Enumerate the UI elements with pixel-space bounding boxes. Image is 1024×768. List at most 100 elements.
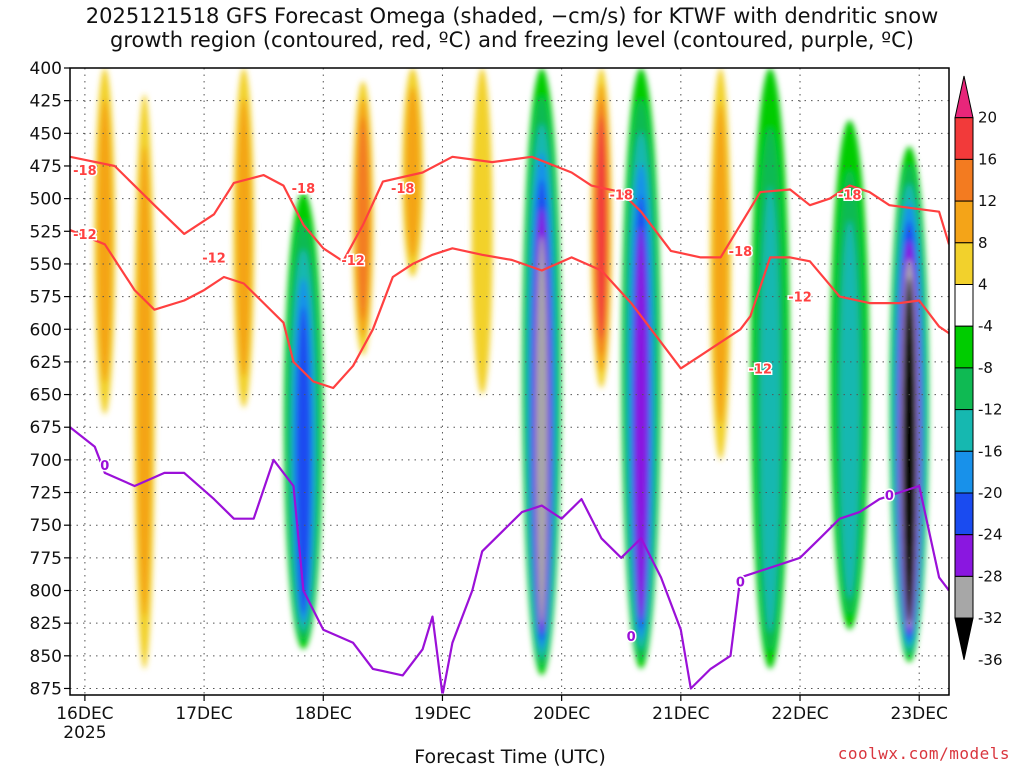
omega-shade xyxy=(97,99,113,384)
contour-label: -18 xyxy=(391,182,415,197)
chart-title-line-2: growth region (contoured, red, ºC) and f… xyxy=(110,28,914,52)
contour-label: -18 xyxy=(292,182,316,197)
y-tick-label: 875 xyxy=(30,679,62,699)
plot-frame xyxy=(69,67,950,696)
contour-freezing_level xyxy=(70,426,949,695)
colorbar-tick-label: -8 xyxy=(978,359,993,377)
contour-label: 0 xyxy=(100,459,109,474)
colorbar-tick-label: -16 xyxy=(978,442,1003,460)
colorbar-tick-label: -24 xyxy=(978,526,1003,544)
contour-label: -18 xyxy=(729,245,753,260)
omega-feature xyxy=(522,68,562,676)
y-tick-label: 450 xyxy=(30,124,62,144)
colorbar-tick-label: 16 xyxy=(978,150,997,168)
contour-label: -12 xyxy=(749,362,773,377)
y-axis: 400 425 450 475 500 525 550 575 600 625 650 675 700 7… xyxy=(30,59,70,699)
omega-shade xyxy=(596,116,607,341)
contour-label: -12 xyxy=(788,291,812,306)
colorbar-tick-label: 8 xyxy=(978,234,988,252)
y-tick-label: 525 xyxy=(30,222,62,242)
colorbar-segment xyxy=(954,450,974,494)
y-tick-label: 700 xyxy=(30,451,62,471)
credit-link[interactable]: coolwx.com/models xyxy=(837,744,1010,763)
contour-label: 0 xyxy=(736,575,745,590)
omega-feature xyxy=(94,68,116,415)
chart-title: 2025121518 GFS Forecast Omega (shaded, −… xyxy=(0,4,1024,52)
colorbar-segment xyxy=(954,575,974,619)
colorbar-segment xyxy=(954,158,974,202)
y-tick-label: 650 xyxy=(30,386,62,406)
omega-shade xyxy=(535,235,548,625)
omega-shade xyxy=(236,98,252,378)
y-tick-label: 625 xyxy=(30,353,62,373)
omega-shade xyxy=(405,86,420,259)
x-tick-label: 18DEC xyxy=(295,704,352,724)
plot-background xyxy=(70,68,949,695)
omega-feature xyxy=(621,68,661,669)
omega-shading-layer xyxy=(94,68,929,676)
omega-shade xyxy=(137,145,152,618)
x-tick-label: 22DEC xyxy=(771,704,828,724)
colorbar-segment xyxy=(954,242,974,286)
colorbar-segment xyxy=(954,200,974,244)
x-axis: 16DEC 17DEC 18DEC 19DEC 20DEC 21DEC 22DEC 23DEC… xyxy=(56,695,948,743)
colorbar-segment xyxy=(954,409,974,452)
y-tick-label: 800 xyxy=(30,582,62,602)
omega-feature xyxy=(352,81,374,356)
colorbar-segment xyxy=(954,325,974,369)
omega-shade xyxy=(296,306,311,615)
y-tick-label: 750 xyxy=(30,516,62,536)
contour-label: -12 xyxy=(202,251,226,266)
y-tick-label: 475 xyxy=(30,157,62,177)
y-tick-label: 825 xyxy=(30,614,62,634)
contour-label: -18 xyxy=(73,164,97,179)
contour-dgz_minus12 xyxy=(70,228,949,390)
colorbar-tick-label: 4 xyxy=(978,276,988,294)
x-tick-label: 23DEC xyxy=(891,704,948,724)
colorbar-tick-label: 20 xyxy=(978,109,997,127)
omega-feature xyxy=(590,68,612,389)
omega-shade xyxy=(634,227,648,621)
x-tick-label: 19DEC xyxy=(414,704,471,724)
x-tick-label: 20DEC xyxy=(533,704,590,724)
omega-shade xyxy=(760,186,781,633)
contour-label: -18 xyxy=(838,189,862,204)
y-tick-label: 550 xyxy=(30,255,62,275)
colorbar-tick-label: -28 xyxy=(978,567,1003,585)
omega-shade xyxy=(904,296,915,617)
y-tick-label: 600 xyxy=(30,320,62,340)
omega-shade xyxy=(471,68,493,395)
colorbar-segment xyxy=(954,617,974,660)
contour-label: -12 xyxy=(341,254,365,269)
omega-feature xyxy=(889,146,929,663)
omega-feature xyxy=(402,68,424,277)
colorbar-segment xyxy=(954,492,974,536)
x-tick-label: 16DEC xyxy=(56,704,113,724)
omega-feature xyxy=(471,68,493,395)
y-tick-label: 675 xyxy=(30,418,62,438)
colorbar-tick-label: 12 xyxy=(978,192,997,210)
colorbar-tick-label: -36 xyxy=(978,651,1003,669)
contour-dgz_minus18 xyxy=(70,155,949,263)
omega-feature xyxy=(233,68,255,408)
contour-label: -18 xyxy=(609,189,633,204)
x-tick-label: 17DEC xyxy=(175,704,232,724)
colorbar: 20 16 12 8 4 -4 -8 -12 -16 -20 -24 -28 -32 -36 xyxy=(954,75,1003,669)
colorbar-segment xyxy=(954,534,974,577)
colorbar-segment xyxy=(954,117,974,160)
colorbar-tick-label: -12 xyxy=(978,401,1003,419)
contour-label: 0 xyxy=(885,489,894,504)
omega-feature xyxy=(133,94,155,669)
y-tick-label: 400 xyxy=(30,59,62,79)
omega-shade xyxy=(839,220,860,600)
colorbar-tick-label: -4 xyxy=(978,317,993,335)
colorbar-segment xyxy=(954,75,974,119)
chart-title-line-1: 2025121518 GFS Forecast Omega (shaded, −… xyxy=(85,4,939,28)
colorbar-segment xyxy=(954,284,974,327)
contour-label: 0 xyxy=(627,630,636,645)
y-tick-label: 850 xyxy=(30,647,62,667)
omega-feature xyxy=(830,120,870,630)
y-tick-label: 775 xyxy=(30,549,62,569)
